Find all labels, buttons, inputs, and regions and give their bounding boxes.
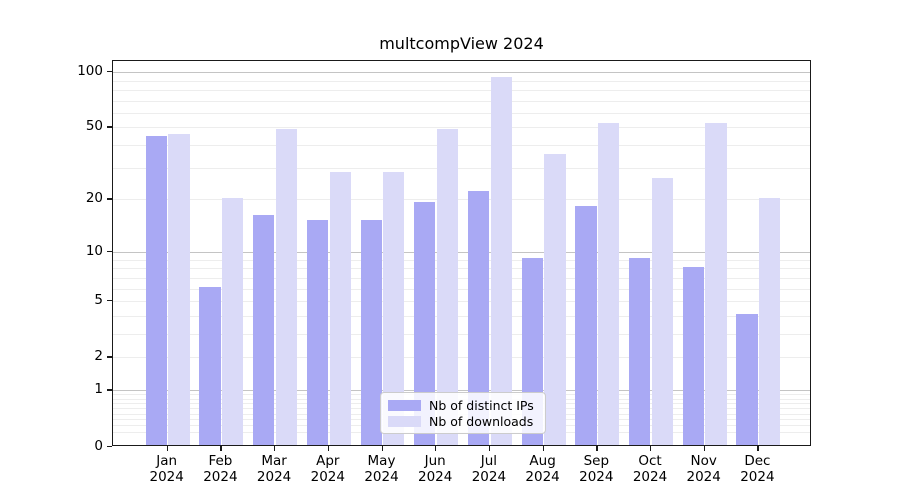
x-tick-mark-feb <box>220 446 222 451</box>
x-tick-label-nov: Nov 2024 <box>686 453 721 485</box>
bar-downloads-oct <box>651 177 673 445</box>
bar-downloads-jul <box>490 77 512 445</box>
bar-downloads-aug <box>544 154 566 445</box>
x-tick-mark-sep <box>596 446 598 451</box>
y-tick-mark-1 <box>107 389 112 391</box>
y-tick-label-20: 20 <box>85 190 103 207</box>
x-tick-label-dec: Dec 2024 <box>740 453 775 485</box>
y-tick-mark-100 <box>107 71 112 73</box>
x-tick-label-may: May 2024 <box>364 453 399 485</box>
gridline-100 <box>113 72 810 73</box>
legend-swatch-downloads <box>388 416 421 427</box>
bar-ips-may <box>360 220 382 445</box>
x-tick-mark-apr <box>327 446 330 451</box>
bar-ips-feb <box>199 287 221 445</box>
gridline-7 <box>113 277 810 279</box>
gridline-20 <box>113 199 810 201</box>
gridline-40 <box>113 145 810 147</box>
gridline-10 <box>113 251 810 253</box>
gridline-80 <box>113 89 810 91</box>
y-tick-mark-0 <box>107 445 112 447</box>
x-tick-mark-jul <box>488 446 491 451</box>
chart-title: multcompView 2024 <box>379 34 544 53</box>
y-tick-label-10: 10 <box>85 242 103 259</box>
bar-downloads-dec <box>759 197 781 445</box>
bar-ips-dec <box>736 314 758 445</box>
y-tick-label-100: 100 <box>77 63 103 79</box>
gridline-5 <box>113 301 810 303</box>
gridline-4 <box>113 315 810 317</box>
gridline-8 <box>113 268 810 270</box>
y-tick-label-0: 0 <box>94 437 103 454</box>
x-tick-mark-jun <box>435 446 437 451</box>
legend-label-downloads: Nb of downloads <box>429 414 534 429</box>
bar-downloads-sep <box>598 122 620 445</box>
bar-ips-jan <box>145 136 167 445</box>
y-tick-label-5: 5 <box>94 292 103 309</box>
gridline-60 <box>113 112 810 114</box>
bar-downloads-mar <box>275 129 298 445</box>
x-tick-label-aug: Aug 2024 <box>525 453 560 485</box>
bar-ips-apr <box>306 220 329 445</box>
gridline-50 <box>113 127 810 129</box>
bar-downloads-jan <box>168 134 190 445</box>
x-tick-mark-oct <box>650 446 652 451</box>
gridline-30 <box>113 167 810 169</box>
y-tick-mark-10 <box>107 250 112 253</box>
legend-swatch-ips <box>388 400 421 411</box>
legend-item-distinct-ips: Nb of distinct IPs <box>388 398 537 413</box>
x-tick-mark-dec <box>757 446 759 451</box>
gridline-6 <box>113 288 810 290</box>
x-tick-mark-aug <box>542 446 544 451</box>
legend-label-distinct-ips: Nb of distinct IPs <box>429 398 534 413</box>
legend-item-downloads: Nb of downloads <box>388 414 537 429</box>
y-tick-label-1: 1 <box>94 381 103 398</box>
x-tick-label-jan: Jan 2024 <box>149 453 184 485</box>
x-tick-label-feb: Feb 2024 <box>203 453 238 485</box>
y-tick-mark-2 <box>107 356 112 358</box>
x-tick-label-mar: Mar 2024 <box>256 453 292 485</box>
x-tick-label-oct: Oct 2024 <box>632 453 668 485</box>
gridline-3 <box>113 334 810 335</box>
bar-ips-jun <box>414 201 436 445</box>
legend: Nb of distinct IPs Nb of downloads <box>380 392 546 434</box>
x-tick-mark-may <box>381 446 383 451</box>
bar-ips-jul <box>467 190 490 445</box>
x-tick-label-sep: Sep 2024 <box>579 453 614 485</box>
gridline-9 <box>113 259 810 261</box>
y-tick-label-2: 2 <box>94 348 103 365</box>
x-tick-label-jul: Jul 2024 <box>471 453 507 485</box>
x-tick-mark-mar <box>274 446 276 451</box>
bar-ips-mar <box>253 215 275 445</box>
bar-downloads-nov <box>705 122 727 445</box>
bar-downloads-apr <box>329 171 351 445</box>
x-tick-label-apr: Apr 2024 <box>310 453 345 485</box>
gridline-70 <box>113 100 810 102</box>
y-tick-label-50: 50 <box>85 118 103 135</box>
bar-downloads-feb <box>222 197 244 445</box>
x-tick-mark-jan <box>166 446 168 451</box>
y-tick-mark-50 <box>107 126 112 128</box>
bar-ips-oct <box>629 258 651 445</box>
gridline-90 <box>113 80 810 82</box>
gridline-2 <box>113 357 810 359</box>
bar-downloads-jun <box>436 129 459 445</box>
y-tick-mark-5 <box>107 300 112 302</box>
bar-ips-nov <box>682 266 704 445</box>
bar-ips-sep <box>575 206 597 445</box>
gridline-1 <box>113 390 810 392</box>
y-tick-mark-20 <box>107 198 112 200</box>
plot-area <box>112 60 811 446</box>
x-tick-mark-nov <box>703 446 705 451</box>
x-tick-label-jun: Jun 2024 <box>418 453 453 485</box>
bar-downloads-may <box>383 171 405 445</box>
